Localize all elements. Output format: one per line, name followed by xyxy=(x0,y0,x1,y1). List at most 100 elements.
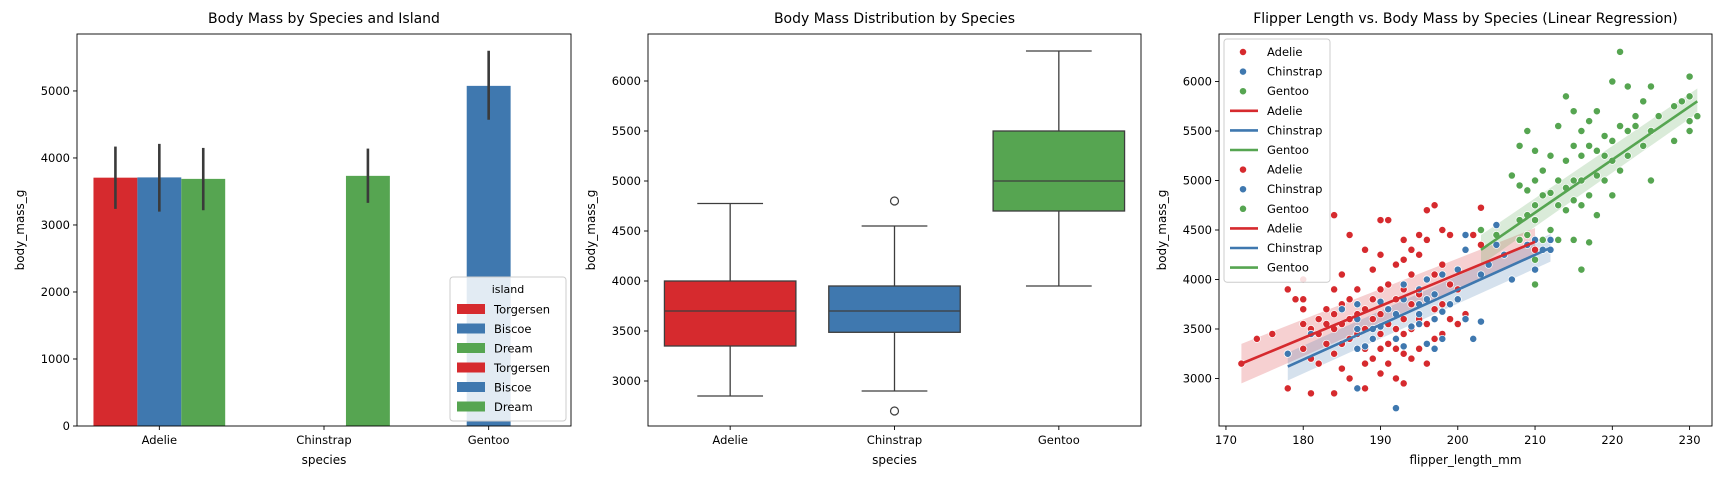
scatter-point xyxy=(1515,141,1524,150)
scatter-point xyxy=(1422,206,1431,215)
scatter-point xyxy=(1368,295,1377,304)
scatter-point xyxy=(1283,384,1292,393)
scatter-point xyxy=(1600,151,1609,160)
scatter-point xyxy=(1562,92,1570,101)
x-tick-label: Chinstrap xyxy=(296,433,351,447)
y-tick-label: 3500 xyxy=(612,324,641,338)
legend-swatch xyxy=(457,401,485,412)
scatter-point xyxy=(1569,176,1578,185)
scatter-point xyxy=(1376,369,1385,378)
x-tick-label: 200 xyxy=(1447,433,1469,447)
scatter-point xyxy=(1407,245,1416,254)
scatter-point xyxy=(1376,310,1385,319)
legend-label: Adelie xyxy=(1267,104,1303,118)
scatter-point xyxy=(1577,151,1586,160)
box-chinstrap xyxy=(828,196,961,416)
scatter-point xyxy=(1384,216,1393,225)
scatter-point xyxy=(1345,230,1354,239)
scatter-point xyxy=(1438,226,1447,234)
scatter-point xyxy=(1538,191,1547,200)
scatter-point xyxy=(1422,235,1431,244)
legend-title: island xyxy=(492,283,525,296)
scatter-point xyxy=(1623,151,1632,160)
y-axis-label: body_mass_g xyxy=(13,190,27,271)
scatter-point xyxy=(1461,230,1470,239)
scatter-point xyxy=(1531,216,1539,225)
x-tick-label: Adelie xyxy=(142,433,178,447)
scatter-point xyxy=(1415,320,1424,328)
scatter-point xyxy=(1531,201,1539,210)
scatter-point xyxy=(1523,230,1532,239)
scatter-point xyxy=(1531,265,1539,274)
legend-swatch xyxy=(457,362,485,373)
scatter-point xyxy=(1422,339,1431,348)
scatter-point xyxy=(1337,364,1346,373)
y-tick-label: 4500 xyxy=(612,224,641,238)
scatter-point xyxy=(1361,384,1369,393)
y-tick-label: 0 xyxy=(63,419,70,433)
scatter-point xyxy=(1531,280,1539,289)
scatter-axes-frame xyxy=(1218,33,1713,427)
scatter-point xyxy=(1600,132,1609,140)
scatter-point xyxy=(1461,245,1470,254)
scatter-point xyxy=(1523,186,1532,195)
legend-marker xyxy=(1239,165,1247,174)
scatter-point xyxy=(1422,320,1431,328)
scatter-point xyxy=(1299,344,1308,353)
scatter-point xyxy=(1592,211,1601,220)
scatter-point xyxy=(1507,275,1516,284)
scatter-point xyxy=(1337,270,1346,279)
chart-title: Flipper Length vs. Body Mass by Species … xyxy=(1253,11,1678,27)
box-axes-frame xyxy=(647,33,1142,427)
legend-label: Chinstrap xyxy=(1267,241,1322,255)
scatter-point xyxy=(1299,305,1308,314)
scatter-point xyxy=(1554,176,1563,185)
y-tick-label: 5500 xyxy=(612,124,641,138)
scatter-point xyxy=(1616,47,1624,56)
scatter-point xyxy=(1507,171,1516,180)
scatter-point xyxy=(1415,250,1424,259)
outlier-point xyxy=(889,196,900,206)
scatter-point xyxy=(1376,216,1385,225)
scatter-point xyxy=(1446,315,1454,324)
scatter-point xyxy=(1546,235,1555,244)
scatter-point xyxy=(1453,320,1462,328)
scatter-point xyxy=(1399,329,1408,338)
legend-label: Adelie xyxy=(1267,163,1303,177)
scatter-point xyxy=(1368,354,1377,363)
legend-label: Biscoe xyxy=(494,322,532,336)
scatter-point xyxy=(1353,285,1362,294)
scatter-point xyxy=(1399,349,1408,358)
scatter-point xyxy=(1446,280,1454,289)
box-adelie xyxy=(663,202,797,397)
scatter-point xyxy=(1430,305,1439,314)
scatter-point xyxy=(1322,305,1331,314)
scatter-point xyxy=(1376,250,1385,259)
scatter-point xyxy=(1430,201,1439,210)
scatter-point xyxy=(1592,171,1601,180)
scatter-point xyxy=(1608,191,1617,200)
scatter-point xyxy=(1268,329,1277,338)
scatter-point xyxy=(1368,334,1377,343)
scatter-point xyxy=(1438,307,1447,316)
y-tick-label: 2000 xyxy=(41,285,70,299)
legend-marker xyxy=(1239,67,1247,76)
scatter-point xyxy=(1477,203,1485,212)
scatter-point xyxy=(1299,295,1308,304)
legend-label: Torgersen xyxy=(493,303,550,317)
scatter-point xyxy=(1392,325,1400,333)
scatter-point xyxy=(1531,146,1539,155)
y-axis-label: body_mass_g xyxy=(584,190,598,271)
legend-label: Dream xyxy=(494,342,533,356)
points-gentoo xyxy=(1477,47,1702,289)
scatter-point xyxy=(1453,295,1462,304)
scatter-point xyxy=(1469,334,1478,343)
x-tick-label: 190 xyxy=(1370,433,1392,447)
scatter-point xyxy=(1438,270,1447,279)
scatter-point xyxy=(1438,260,1447,269)
scatter-point xyxy=(1592,107,1601,116)
scatter-point xyxy=(1562,206,1570,215)
box-gentoo xyxy=(992,50,1126,287)
x-tick-label: 210 xyxy=(1524,433,1546,447)
scatter-point xyxy=(1330,211,1339,220)
